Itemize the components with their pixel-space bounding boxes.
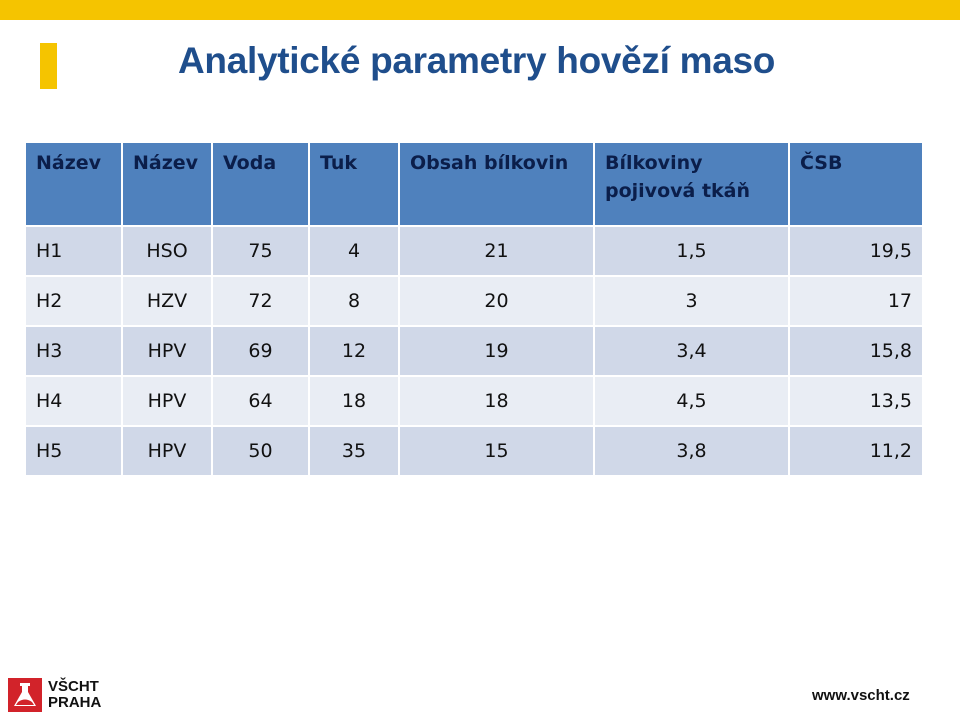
table-cell: 15,8 — [788, 325, 924, 377]
table-cell: H5 — [24, 425, 123, 477]
table-row: H3 HPV 69 12 19 3,4 15,8 — [24, 325, 924, 377]
table-cell: 64 — [211, 375, 310, 427]
table-cell: HPV — [121, 425, 213, 477]
table-cell: 4 — [308, 225, 400, 277]
flask-logo-icon — [8, 678, 42, 712]
table-cell: 1,5 — [593, 225, 790, 277]
header-cell: Bílkoviny pojivová tkáň — [593, 141, 790, 227]
page-title: Analytické parametry hovězí maso — [178, 40, 776, 81]
table-cell: 17 — [788, 275, 924, 327]
table-cell: 20 — [398, 275, 595, 327]
table-cell: 19,5 — [788, 225, 924, 277]
table-header-row: Název Název Voda Tuk Obsah bílkovin Bílk… — [24, 141, 924, 227]
table-cell: 3,4 — [593, 325, 790, 377]
table-cell: 4,5 — [593, 375, 790, 427]
table-cell: 72 — [211, 275, 310, 327]
table-row: H2 HZV 72 8 20 3 17 — [24, 275, 924, 327]
table-cell: HPV — [121, 375, 213, 427]
table-cell: 3 — [593, 275, 790, 327]
table-cell: 18 — [308, 375, 400, 427]
table-cell: 35 — [308, 425, 400, 477]
table-cell: 13,5 — [788, 375, 924, 427]
table-cell: 75 — [211, 225, 310, 277]
table-cell: 8 — [308, 275, 400, 327]
table-cell: H3 — [24, 325, 123, 377]
table-cell: HPV — [121, 325, 213, 377]
table-cell: 69 — [211, 325, 310, 377]
table-cell: 50 — [211, 425, 310, 477]
table-row: H1 HSO 75 4 21 1,5 19,5 — [24, 225, 924, 277]
table-cell: 3,8 — [593, 425, 790, 477]
logo-text: VŠCHT PRAHA — [48, 679, 101, 711]
table-cell: HZV — [121, 275, 213, 327]
table-cell: HSO — [121, 225, 213, 277]
table-cell: H2 — [24, 275, 123, 327]
table-row: H4 HPV 64 18 18 4,5 13,5 — [24, 375, 924, 427]
header-cell: Tuk — [308, 141, 400, 227]
table-cell: H4 — [24, 375, 123, 427]
header-cell: Voda — [211, 141, 310, 227]
table-cell: H1 — [24, 225, 123, 277]
parameters-table: Název Název Voda Tuk Obsah bílkovin Bílk… — [24, 141, 924, 477]
header-cell: Název — [121, 141, 213, 227]
vscht-logo: VŠCHT PRAHA — [8, 678, 118, 712]
logo-line-2: PRAHA — [48, 694, 102, 711]
header-cell: ČSB — [788, 141, 924, 227]
top-accent-bar — [0, 0, 960, 20]
table-cell: 19 — [398, 325, 595, 377]
website-url: www.vscht.cz — [812, 687, 910, 704]
table-cell: 21 — [398, 225, 595, 277]
table-cell: 11,2 — [788, 425, 924, 477]
header-cell: Obsah bílkovin — [398, 141, 595, 227]
table-row: H5 HPV 50 35 15 3,8 11,2 — [24, 425, 924, 477]
table-cell: 15 — [398, 425, 595, 477]
table-cell: 18 — [398, 375, 595, 427]
logo-line-1: VŠCHT — [48, 678, 99, 695]
table-cell: 12 — [308, 325, 400, 377]
header-cell: Název — [24, 141, 123, 227]
title-accent-mark — [40, 43, 57, 89]
